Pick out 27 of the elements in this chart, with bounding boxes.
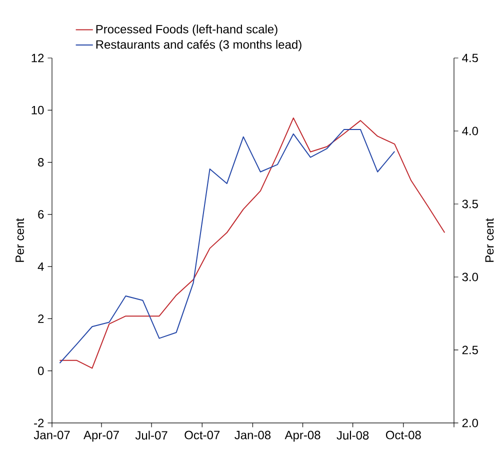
x-tick-label: Apr-08 bbox=[284, 430, 320, 442]
y-tick-label: 6 bbox=[38, 210, 44, 219]
legend-label: Restaurants and cafés (3 months lead) bbox=[96, 40, 302, 52]
x-tick-label: Jan-07 bbox=[34, 430, 70, 440]
y2-tick-label: 2.0 bbox=[462, 418, 478, 428]
y-tick-label: 4 bbox=[38, 262, 44, 271]
x-tick-label: Jan-08 bbox=[234, 430, 271, 440]
y-tick-label: 2 bbox=[38, 314, 44, 323]
line-series bbox=[59, 129, 396, 364]
legend-label: Processed Foods (left-hand scale) bbox=[96, 24, 278, 36]
y2-axis-title: Per cent bbox=[485, 218, 494, 262]
y-tick-label: 0 bbox=[38, 366, 44, 376]
y-axis-title: Per cent bbox=[16, 218, 24, 262]
x-tick-label: Jul-08 bbox=[336, 430, 369, 440]
y-tick-label: 8 bbox=[38, 158, 44, 167]
x-tick-label: Apr-07 bbox=[84, 430, 119, 442]
y-tick-label: -2 bbox=[34, 418, 44, 428]
y2-tick-label: 2.5 bbox=[462, 346, 478, 354]
y2-tick-label: 4.5 bbox=[462, 54, 478, 62]
y2-tick-label: 3.5 bbox=[462, 200, 478, 208]
y-tick-label: 10 bbox=[32, 106, 44, 114]
y2-tick-label: 3.0 bbox=[462, 272, 478, 282]
x-tick-label: Oct-07 bbox=[184, 430, 220, 440]
x-tick-label: Oct-08 bbox=[386, 430, 421, 440]
x-tick-label: Jul-07 bbox=[135, 430, 168, 440]
y2-tick-label: 4.0 bbox=[462, 126, 478, 136]
y-tick-label: 12 bbox=[32, 54, 44, 62]
